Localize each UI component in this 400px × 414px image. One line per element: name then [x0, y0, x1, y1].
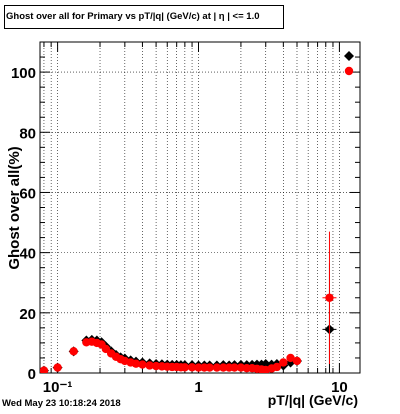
plot-frame — [39, 41, 361, 374]
y-tick-label: 40 — [19, 246, 36, 263]
data-point-circle — [205, 363, 214, 372]
data-point-circle — [219, 363, 228, 372]
data-point-circle — [272, 362, 282, 372]
data-point-circle — [53, 363, 62, 372]
data-point-circle — [138, 360, 147, 369]
data-point-circle — [292, 356, 302, 366]
data-point-circle — [187, 363, 197, 372]
timestamp: Wed May 23 10:18:24 2018 — [2, 398, 121, 409]
data-point-circle — [212, 363, 222, 372]
legend-marker-circle — [344, 66, 354, 76]
data-point-circle — [325, 293, 334, 302]
data-point-circle — [40, 366, 49, 373]
y-tick-label: 0 — [28, 366, 36, 383]
grid-lines — [40, 42, 360, 373]
legend-marker-diamond — [344, 51, 354, 61]
data-point-circle — [131, 359, 141, 368]
y-tick-label: 20 — [19, 306, 36, 323]
data-point-circle — [180, 363, 190, 372]
x-tick-label: 10 — [331, 379, 348, 396]
x-axis-label: pT/|q| (GeV/c) — [268, 392, 358, 408]
axis-ticks: 0 20 40 60 80 100 10⁻¹ 1 10 — [11, 41, 360, 396]
data-point-circle — [286, 353, 295, 363]
data-point-circle — [279, 358, 288, 367]
y-tick-label: 80 — [19, 125, 36, 142]
data-points — [40, 231, 337, 373]
x-tick-label: 1 — [194, 379, 202, 396]
data-point-circle — [230, 363, 239, 372]
y-tick-label: 100 — [11, 65, 36, 82]
y-axis-label: Ghost over all(%) — [6, 146, 23, 269]
data-point-circle — [145, 361, 154, 370]
x-tick-label: 10⁻¹ — [43, 379, 73, 396]
chart-title: Ghost over all for Primary vs pT/|q| (Ge… — [4, 5, 284, 29]
data-point-circle — [69, 347, 78, 356]
data-point-circle — [194, 363, 203, 372]
y-tick-label: 60 — [19, 185, 36, 202]
